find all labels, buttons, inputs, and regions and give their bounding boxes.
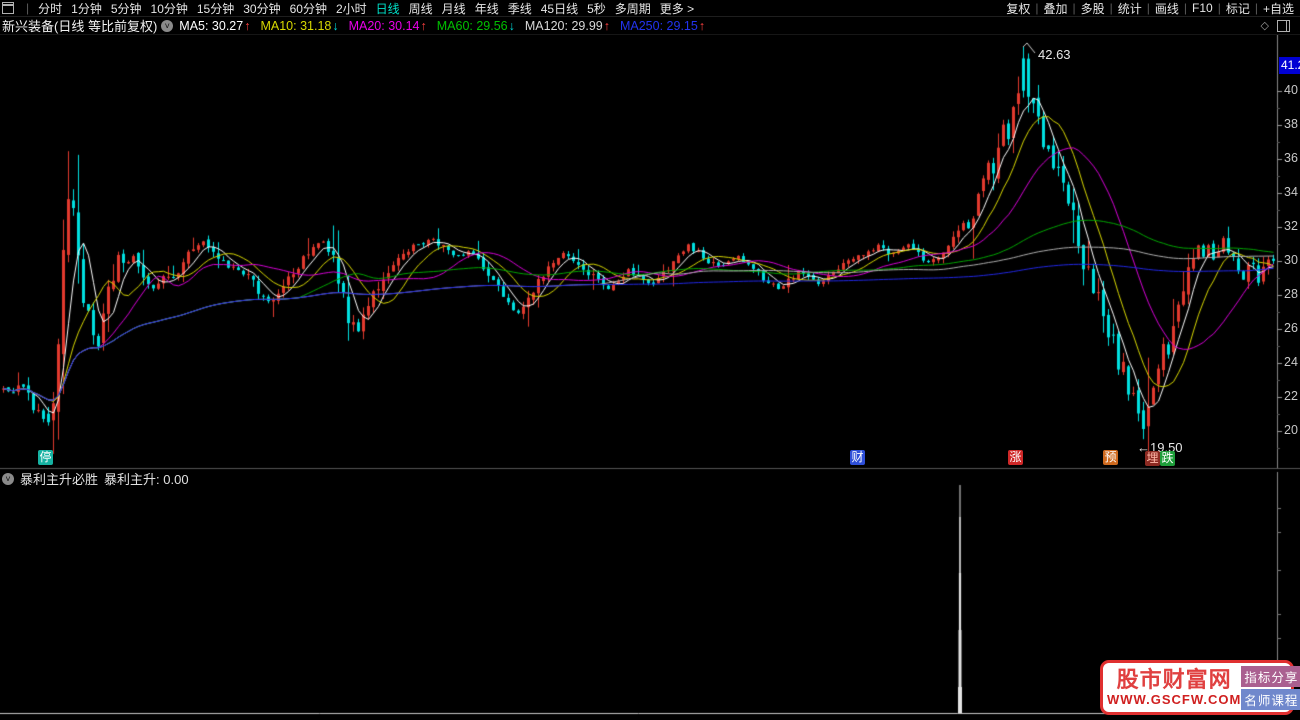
period-item-16[interactable]: 多周期 [614,1,651,16]
period-item-11[interactable]: 月线 [441,1,466,16]
chevron-down-icon[interactable]: ˅ [2,472,14,485]
menu-separator: | [1183,1,1188,15]
ma-value: MA250: 29.15 [619,18,698,33]
indicator-name[interactable]: 暴利主升必胜 [20,472,99,487]
price-axis-label: 22 [1284,389,1298,403]
period-item-15[interactable]: 5秒 [587,1,606,16]
ma-legend: MA5: 30.27 ↑ MA10: 31.18 ↓ MA20: 30.14 ↑ MA60:… [179,19,705,33]
signal-badge-5: 埋 [1145,451,1160,466]
price-axis-label: 20 [1284,423,1298,437]
tool-item-3[interactable]: 多股 [1080,1,1105,16]
menu-separator: | [1072,1,1076,15]
ma-legend-item-6: MA250: 29.15 ↑ [620,19,705,33]
price-axis-label: 36 [1284,151,1298,165]
tool-item-8[interactable]: +自选 [1262,1,1294,16]
period-item-14[interactable]: 45日线 [540,1,579,16]
watermark-url: WWW.GSCFW.COM [1107,692,1242,707]
up-arrow-icon: ↑ [244,18,251,33]
ma-value: MA20: 30.14 [348,18,420,33]
signal-badge-3: 涨 [1008,450,1023,465]
period-menu: | 分时 1分钟 5分钟 10分钟 15分钟 30分钟 60分钟 2小时 日线 周线 月线 年线 季线 4… [2,0,694,17]
window-icon[interactable] [2,2,14,14]
period-item-7[interactable]: 60分钟 [289,1,327,16]
price-axis-label: 30 [1284,253,1298,267]
price-axis-label: 24 [1284,355,1298,369]
ma-value: MA120: 29.99 [524,18,603,33]
tool-item-2[interactable]: 叠加 [1043,1,1068,16]
tool-item-1[interactable]: 复权 [1006,1,1031,16]
ma-legend-item-5: MA120: 29.99 ↑ [525,19,610,33]
ma-value: MA5: 30.27 [179,18,244,33]
watermark-badge-1: 指标分享 [1241,665,1300,687]
period-item-3[interactable]: 5分钟 [110,1,142,16]
ma-legend-item-3: MA20: 30.14 ↑ [349,19,427,33]
period-item-2[interactable]: 1分钟 [71,1,102,16]
indicator-value: 暴利主升: 0.00 [104,472,189,487]
down-arrow-icon: ↓ [508,18,515,33]
up-arrow-icon: ↑ [420,18,427,33]
ma-legend-item-4: MA60: 29.56 ↓ [437,19,515,33]
down-arrow-icon: ↓ [332,18,339,33]
period-item-12[interactable]: 年线 [474,1,499,16]
period-item-4[interactable]: 10分钟 [150,1,188,16]
period-menu-bar: | 分时 1分钟 5分钟 10分钟 15分钟 30分钟 60分钟 2小时 日线 周线 月线 年线 季线 4… [0,0,1300,17]
menu-separator: | [1146,1,1150,15]
tool-item-4[interactable]: 统计 [1117,1,1142,16]
tools-menu: 复权 | 叠加 | 多股 | 统计 | 画线 | F10 | 标记 | +自选 [1006,0,1298,17]
period-item-1[interactable]: 分时 [38,1,63,16]
signal-badge-6: 跌 [1160,451,1175,466]
period-item-17[interactable]: 更多 > [659,1,695,16]
price-axis-label: 38 [1284,117,1298,131]
menu-separator: | [1109,1,1113,15]
period-item-5[interactable]: 15分钟 [196,1,235,16]
menu-separator: | [1035,1,1039,15]
period-item-10[interactable]: 周线 [408,1,433,16]
signal-badge-2: 财 [850,450,865,465]
ma-value: MA10: 31.18 [260,18,332,33]
watermark-box: 股市财富网 WWW.GSCFW.COM 指标分享 名师课程 [1100,660,1300,715]
price-axis-label: 28 [1284,287,1298,301]
chevron-down-icon[interactable]: ˅ [161,19,174,32]
indicator-header: ˅ 暴利主升必胜 暴利主升: 0.00 [2,469,189,488]
ma-legend-item-2: MA10: 31.18 ↓ [260,19,338,33]
up-arrow-icon: ↑ [603,18,610,33]
tool-item-7[interactable]: 标记 [1225,1,1250,16]
period-item-6[interactable]: 30分钟 [243,1,281,16]
menu-separator: | [1217,1,1221,15]
stock-title: 新兴装备(日线 等比前复权) [2,19,158,34]
period-item-9[interactable]: 日线 [375,1,400,16]
diamond-icon[interactable]: ◇ [1260,20,1269,32]
current-price-tag: 41.2 [1279,57,1300,74]
menu-separator: | [1254,1,1258,15]
period-item-8[interactable]: 2小时 [335,1,367,16]
watermark-title: 股市财富网 [1116,667,1232,692]
tool-item-5[interactable]: 画线 [1154,1,1179,16]
tool-item-6[interactable]: F10 [1192,1,1213,15]
price-axis-label: 34 [1284,185,1298,199]
ma-value: MA60: 29.56 [436,18,508,33]
stock-info-bar: 新兴装备(日线 等比前复权) ˅ MA5: 30.27 ↑ MA10: 31.18 ↓… [0,17,1300,35]
price-axis-label: 26 [1284,321,1298,335]
watermark-badge-2: 名师课程 [1241,688,1300,710]
period-item-13[interactable]: 季线 [507,1,532,16]
panes-icon[interactable] [1277,19,1290,32]
up-arrow-icon: ↑ [698,18,706,33]
signal-badge-1: 停 [38,450,53,465]
price-axis-label: 40 [1284,83,1298,97]
high-price-annotation: 42.63 [1038,47,1071,62]
ma-legend-item-1: MA5: 30.27 ↑ [179,19,250,33]
price-axis-label: 32 [1284,219,1298,233]
menu-separator: | [26,1,30,15]
signal-badge-4: 预 [1103,450,1118,465]
